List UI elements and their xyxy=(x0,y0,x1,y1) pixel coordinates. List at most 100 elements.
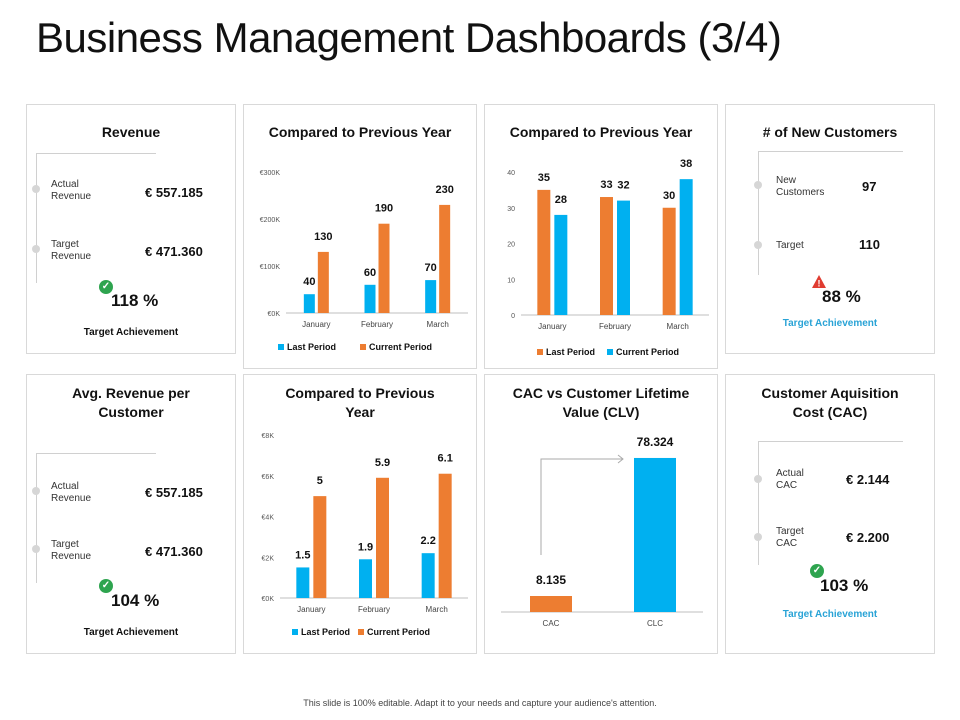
bullet-dot xyxy=(754,241,762,249)
y-tick-label: €100K xyxy=(260,264,281,271)
bullet-dot xyxy=(754,475,762,483)
bar-current-period xyxy=(679,179,693,315)
kpi-bracket xyxy=(36,453,191,583)
data-label: 40 xyxy=(303,276,315,288)
x-tick-label: CLC xyxy=(647,619,663,628)
legend-label: Current Period xyxy=(616,347,679,357)
new-customers-label: New Customers xyxy=(776,175,825,198)
bar-last-period xyxy=(662,207,676,315)
arrow-head xyxy=(617,454,624,464)
bar-current-period xyxy=(376,477,389,598)
x-tick-label: CAC xyxy=(543,619,560,628)
chart1-card: Compared to Previous Year €0K €100K €200K €… xyxy=(243,104,477,369)
card-title: Compared to Previous Year xyxy=(509,124,693,140)
chart2-card: Compared to Previous Year 0 10 20 30 40 35 28 J… xyxy=(484,104,718,369)
bar-clc xyxy=(634,457,676,612)
card-title: Compared to Previous Year xyxy=(285,385,435,420)
achievement-percent: 103 % xyxy=(820,576,869,595)
bar-current-period xyxy=(438,473,452,598)
bar-current-period xyxy=(317,251,329,313)
card-title: CAC vs Customer Lifetime Value (CLV) xyxy=(512,385,690,420)
achievement-percent: 88 % xyxy=(822,287,861,306)
kpi-bracket xyxy=(36,453,156,454)
bullet-dot xyxy=(32,245,40,253)
bar-last-period xyxy=(421,553,435,598)
data-label: 5 xyxy=(317,475,323,487)
target-label: Target xyxy=(776,240,804,251)
new-customers-value: 97 xyxy=(862,179,877,194)
footer-note: This slide is 100% editable. Adapt it to… xyxy=(303,698,657,708)
legend-swatch xyxy=(607,349,613,355)
x-tick-label: February xyxy=(361,320,393,329)
bar-last-period xyxy=(359,559,372,598)
y-tick-label: €300K xyxy=(260,170,281,177)
data-label: 60 xyxy=(364,267,376,279)
data-label: 30 xyxy=(663,190,675,202)
chart4-svg: 8.135 CAC 78.324 CLC xyxy=(501,435,703,628)
trend-arrow xyxy=(540,458,623,555)
bullet-dot xyxy=(32,545,40,553)
data-label: 1.5 xyxy=(295,549,310,561)
data-label: 78.324 xyxy=(637,435,674,449)
y-tick-label: €200K xyxy=(260,217,281,224)
legend-swatch xyxy=(292,629,298,635)
x-tick-label: March xyxy=(426,605,448,614)
bar-last-period xyxy=(303,294,315,313)
actual-cac-label: Actual CAC xyxy=(776,468,804,491)
target-cac-label: Target CAC xyxy=(776,526,804,549)
data-label: 230 xyxy=(435,184,453,196)
data-label: 8.135 xyxy=(536,573,566,587)
target-value: 110 xyxy=(859,237,880,252)
check-icon: ✓ xyxy=(99,579,113,593)
bar-last-period xyxy=(600,197,613,315)
data-label: 1.9 xyxy=(358,541,373,553)
actual-revenue-label: Actual Revenue xyxy=(51,481,92,504)
data-label: 32 xyxy=(617,180,629,192)
data-label: 130 xyxy=(314,231,332,243)
bullet-dot xyxy=(32,487,40,495)
actual-revenue-value: € 557.185 xyxy=(145,185,203,200)
legend-swatch xyxy=(360,344,366,350)
target-revenue-value: € 471.360 xyxy=(145,244,203,259)
data-label: 190 xyxy=(375,203,393,215)
target-revenue-label: Target Revenue xyxy=(51,539,92,562)
bar-current-period xyxy=(617,200,630,315)
target-revenue-value: € 471.360 xyxy=(145,544,203,559)
bar-last-period xyxy=(425,280,437,313)
chart4-card: CAC vs Customer Lifetime Value (CLV) 8.1… xyxy=(484,374,718,654)
check-icon: ✓ xyxy=(99,280,113,294)
bar-current-period xyxy=(439,204,451,313)
actual-cac-value: € 2.144 xyxy=(846,472,890,487)
warning-icon: ! xyxy=(812,275,826,288)
target-revenue-label: Target Revenue xyxy=(51,239,92,262)
kpi-bracket xyxy=(758,441,903,565)
data-label: 70 xyxy=(425,262,437,274)
chart3-card: Compared to Previous Year €0K €2K €4K €6K €8… xyxy=(243,374,477,654)
card-title: Compared to Previous Year xyxy=(268,124,452,140)
actual-revenue-value: € 557.185 xyxy=(145,485,203,500)
new-customers-card: # of New Customers New Customers 97 Targ… xyxy=(725,104,935,354)
x-tick-label: January xyxy=(538,322,566,331)
y-tick-label: €4K xyxy=(262,515,275,522)
data-label: 33 xyxy=(600,179,612,191)
bar-current-period xyxy=(313,496,327,598)
x-tick-label: February xyxy=(358,605,390,614)
legend-label: Current Period xyxy=(369,342,432,352)
legend-label: Current Period xyxy=(367,627,430,637)
legend-label: Last Period xyxy=(546,347,595,357)
card-title: Customer Aquisition Cost (CAC) xyxy=(761,385,899,420)
y-tick-label: €0K xyxy=(262,596,275,603)
cac-card: Customer Aquisition Cost (CAC) Actual CA… xyxy=(725,374,935,654)
achievement-percent: 118 % xyxy=(111,291,159,310)
bullet-dot xyxy=(754,181,762,189)
kpi-bracket xyxy=(36,153,156,154)
chart3-svg: €0K €2K €4K €6K €8K 1.5 5 January 1.9 5.9 February… xyxy=(262,433,468,637)
y-tick-label: €6K xyxy=(262,474,275,481)
avg-revenue-card: Avg. Revenue per Customer Actual Revenue… xyxy=(26,374,236,654)
achievement-label: Target Achievement xyxy=(83,627,179,638)
legend-swatch xyxy=(278,344,284,350)
page-title: Business Management Dashboards (3/4) xyxy=(36,14,782,61)
check-icon: ✓ xyxy=(810,564,824,578)
actual-revenue-label: Actual Revenue xyxy=(51,179,92,202)
y-tick-label: €0K xyxy=(268,311,281,318)
